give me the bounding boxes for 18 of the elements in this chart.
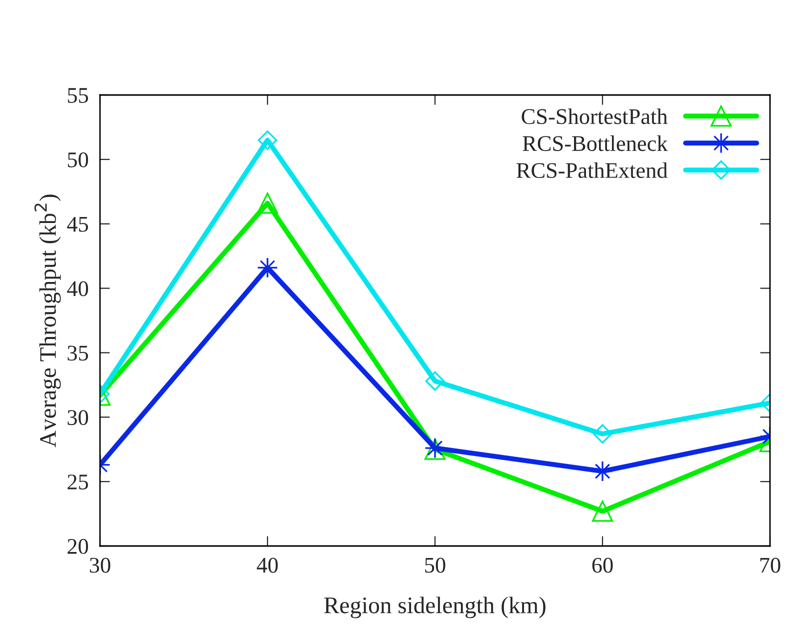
x-tick-label: 50 [425, 558, 446, 573]
y-tick-label: 30 [68, 410, 88, 426]
y-tick-label: 25 [68, 474, 88, 490]
x-tick-label: 30 [90, 558, 110, 573]
y-tick-label: 45 [67, 216, 88, 232]
x-tick-label: 70 [760, 558, 780, 573]
y-tick-label: 35 [68, 346, 88, 361]
legend-label: RCS-PathExtend [516, 162, 668, 178]
legend-label: CS-ShortestPath [522, 108, 668, 124]
y-axis-title: Average Throughput (kb$^{2}$) [34, 194, 61, 448]
x-axis-title: Region sidelength (km) [324, 596, 546, 618]
x-tick-label: 60 [592, 558, 613, 573]
y-tick-label: 20 [68, 538, 88, 554]
legend-label: RCS-Bottleneck [522, 135, 668, 152]
y-tick-label: 40 [67, 281, 88, 296]
x-tick-label: 40 [256, 558, 278, 573]
y-tick-label: 50 [68, 152, 88, 168]
y-tick-label: 55 [68, 88, 88, 103]
